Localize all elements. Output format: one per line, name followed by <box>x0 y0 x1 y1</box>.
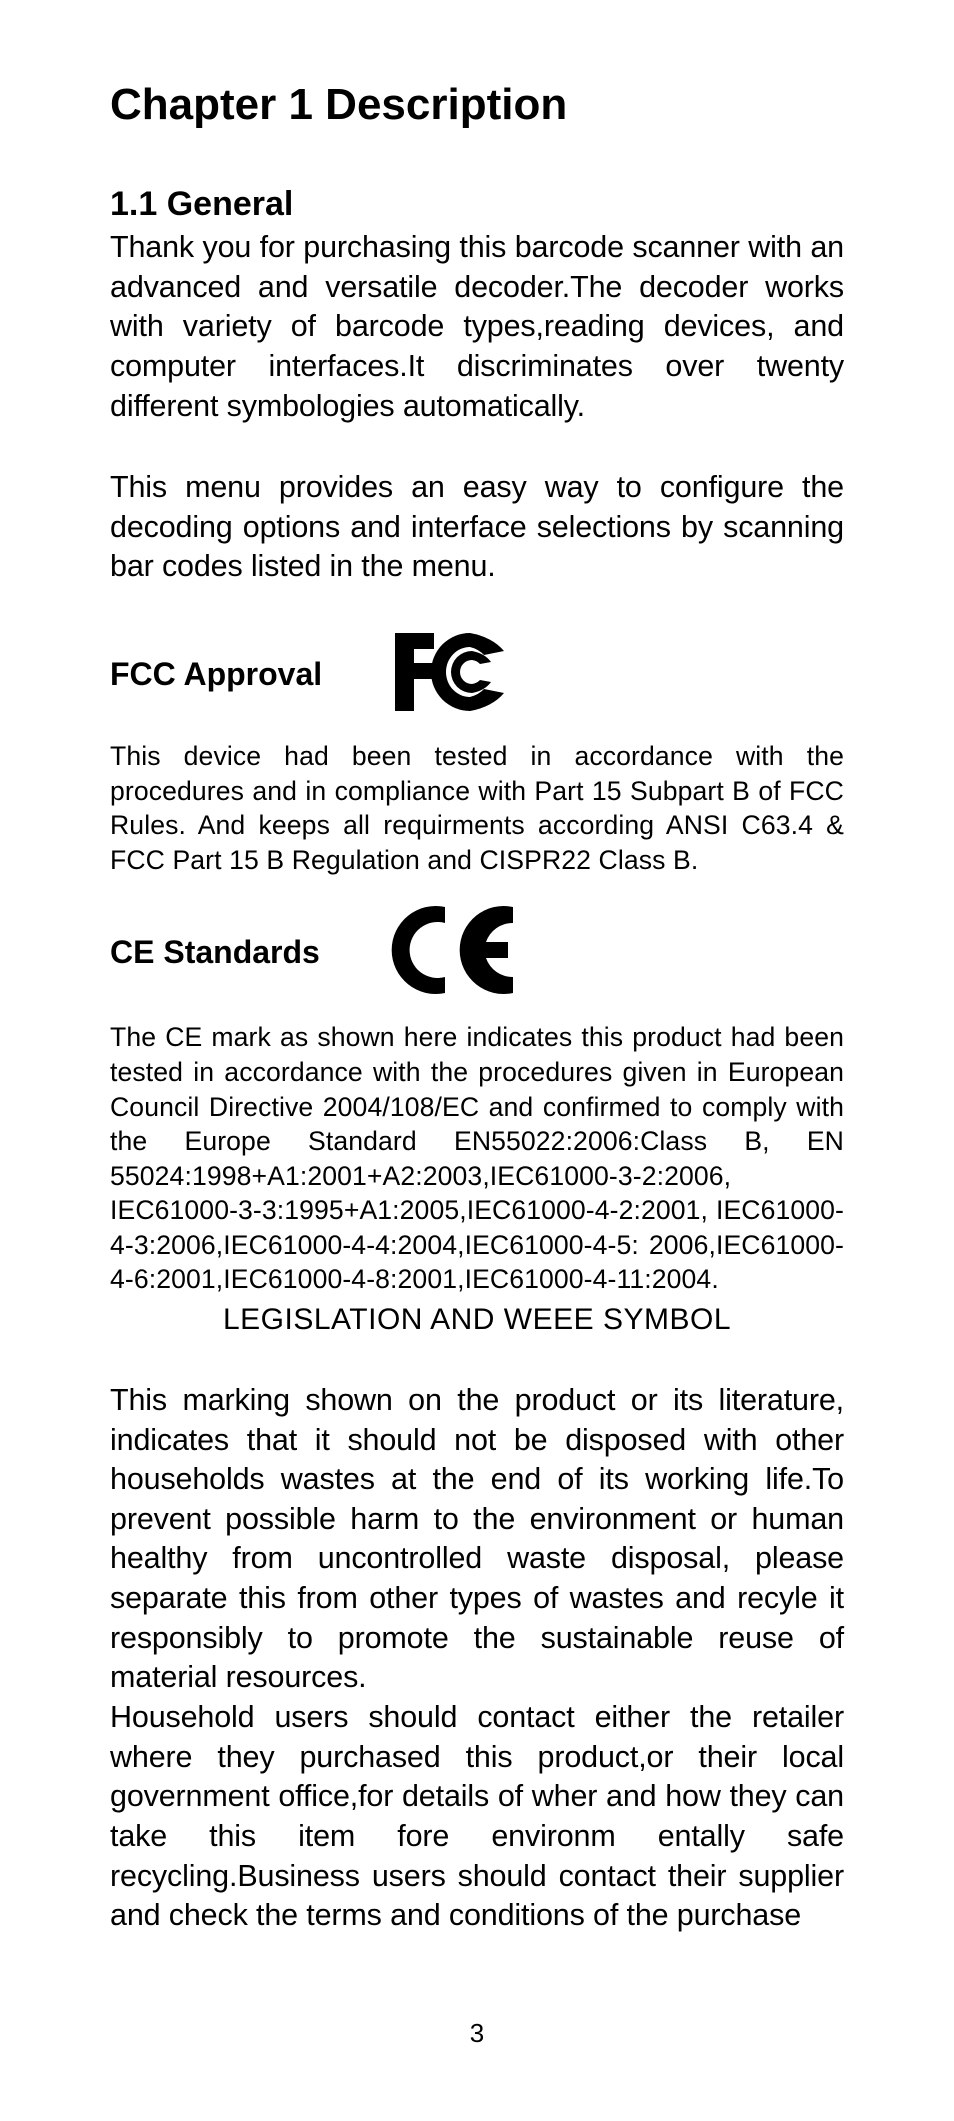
ce-logo-icon <box>390 905 520 1000</box>
fcc-heading: FCC Approval <box>110 656 322 693</box>
general-paragraph-1: Thank you for purchasing this barcode sc… <box>110 228 844 426</box>
ce-body-text: The CE mark as shown here indicates this… <box>110 1020 844 1297</box>
page-number: 3 <box>0 2018 954 2049</box>
weee-paragraph-2: Household users should contact either th… <box>110 1698 844 1936</box>
fcc-heading-row: FCC Approval <box>110 629 844 719</box>
chapter-title: Chapter 1 Description <box>110 80 844 130</box>
weee-heading: LEGISLATION AND WEEE SYMBOL <box>110 1303 844 1337</box>
ce-heading-row: CE Standards <box>110 905 844 1000</box>
fcc-body-text: This device had been tested in accordanc… <box>110 739 844 877</box>
general-paragraph-2: This menu provides an easy way to config… <box>110 468 844 587</box>
ce-heading: CE Standards <box>110 934 320 971</box>
fcc-logo-icon <box>392 629 512 719</box>
section-heading-1-1: 1.1 General <box>110 185 844 224</box>
weee-paragraph-1: This marking shown on the product or its… <box>110 1381 844 1698</box>
